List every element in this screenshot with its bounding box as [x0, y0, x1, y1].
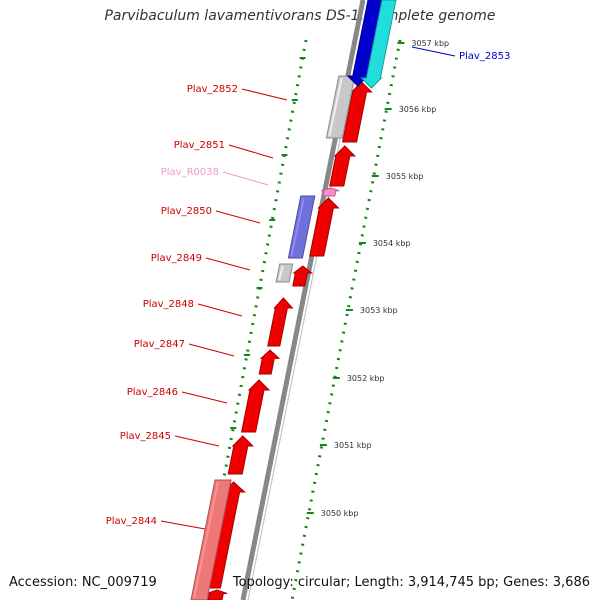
gene-label: Plav_2851: [174, 140, 225, 151]
gene-label: Plav_2849: [151, 253, 202, 264]
plav-r0038-gene-shine: [325, 192, 328, 195]
plav-2850-gene: [309, 197, 340, 257]
gene-label: Plav_2844: [106, 516, 157, 527]
scale-tick-label: 3050 kbp: [321, 509, 359, 518]
plav-2851-gene: [329, 145, 357, 187]
gene-label-leader: [228, 144, 274, 159]
gene-label-leader: [197, 303, 243, 317]
gene-label-leader: [160, 520, 206, 530]
gray-gene-small: [275, 263, 294, 283]
plav-2851-gene-body: [329, 145, 357, 187]
gene-label: Plav_2846: [127, 387, 178, 398]
salmon-gene-shine: [193, 481, 219, 599]
gene-label-leader: [241, 88, 288, 101]
plav-2845-gene: [227, 435, 255, 475]
gray-gene-upper-shine: [328, 77, 343, 137]
cyan-gene-body: [360, 0, 397, 89]
plav-2851-gene-shine: [331, 157, 340, 185]
gene-label-leader: [222, 171, 269, 186]
scale-tick-label: 3053 kbp: [360, 306, 398, 315]
partial-gene-body: [206, 589, 228, 600]
accession-label: Accession: NC_009719: [9, 575, 157, 590]
scale-tick-label: 3055 kbp: [386, 172, 424, 181]
gene-label-leader: [181, 391, 228, 404]
map-title: Parvibaculum lavamentivorans DS-1, compl…: [104, 8, 496, 24]
gene-label-leader: [411, 46, 456, 57]
plav-2845-gene-shine: [230, 447, 238, 473]
salmon-gene-body: [190, 479, 232, 600]
gene-label: Plav_2850: [161, 206, 212, 217]
plav-2850-gene-shine: [311, 209, 324, 255]
gene-label: Plav_2853: [459, 51, 510, 62]
scale-tick-label: 3056 kbp: [399, 105, 437, 114]
plav-2848-gene: [267, 297, 294, 347]
gene-label: Plav_R0038: [161, 167, 219, 178]
plav-2846-gene-shine: [243, 391, 254, 431]
cyan-gene: [360, 0, 397, 89]
plav-2847-gene: [258, 349, 281, 375]
plav-2848-gene-shine: [269, 309, 280, 345]
gene-label: Plav_2847: [134, 339, 185, 350]
gray-gene-small-shine: [278, 265, 284, 281]
scale-tick-label: 3052 kbp: [347, 374, 385, 383]
plav-2850-gene-body: [309, 197, 340, 257]
topology-label: Topology: circular; Length: 3,914,745 bp…: [232, 575, 590, 590]
partial-gene-shine: [210, 595, 214, 599]
purple-gene-shine: [290, 197, 305, 257]
plav-2852-gene-shine: [344, 93, 357, 141]
plav-r0038-gene: [321, 187, 340, 197]
salmon-gene: [190, 479, 232, 600]
plav-2845-gene-body: [227, 435, 255, 475]
plav-2846-gene: [240, 379, 271, 433]
gene-label-leader: [215, 210, 261, 224]
gene-label-leader: [188, 343, 235, 357]
gene-label-leader: [174, 435, 220, 447]
plav-2847-gene-shine: [261, 360, 267, 373]
gene-label: Plav_2852: [187, 84, 238, 95]
gene-label: Plav_2848: [143, 299, 194, 310]
plav-2849-gene: [292, 265, 314, 287]
gene-label: Plav_2845: [120, 431, 171, 442]
gene-label-leader: [205, 257, 251, 271]
plav-2846-gene-body: [240, 379, 271, 433]
plav-2849-gene-shine: [294, 274, 300, 285]
purple-gene: [287, 195, 316, 259]
scale-tick-label: 3051 kbp: [334, 441, 372, 450]
scale-tick-label: 3057 kbp: [411, 39, 449, 48]
scale-tick-label: 3054 kbp: [373, 239, 411, 248]
partial-gene: [206, 589, 228, 600]
